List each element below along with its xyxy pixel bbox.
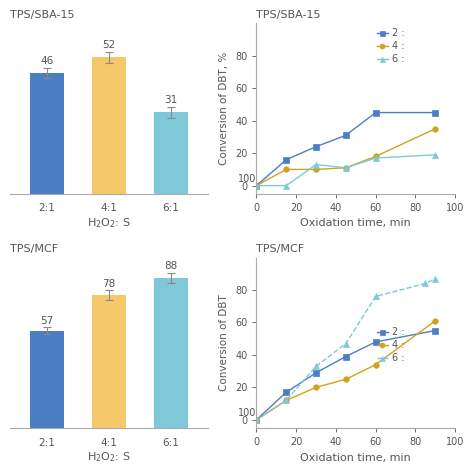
2 : [254, 417, 259, 423]
Y-axis label: Conversion of DBT: Conversion of DBT [219, 294, 229, 391]
4 : [432, 318, 438, 324]
6 : [313, 162, 319, 167]
6 : [254, 183, 259, 189]
6 : [283, 183, 289, 189]
Text: 57: 57 [40, 316, 54, 326]
Text: 100: 100 [238, 174, 256, 184]
Bar [154, 278, 188, 428]
4 : [373, 362, 378, 367]
Text: 78: 78 [102, 279, 116, 289]
2 : [432, 110, 438, 116]
Text: TPS/MCF: TPS/MCF [256, 244, 305, 254]
Line: 6 :: 6 : [254, 276, 438, 423]
2 : [313, 144, 319, 149]
6 : [422, 281, 428, 286]
4 : [313, 384, 319, 390]
4 : [432, 126, 438, 132]
6 : [373, 293, 378, 299]
Text: TPS/MCF: TPS/MCF [10, 244, 58, 254]
6 : [373, 155, 378, 161]
Text: TPS/SBA-15: TPS/SBA-15 [256, 10, 321, 20]
Text: TPS/SBA-15: TPS/SBA-15 [10, 10, 74, 20]
Line: 4 :: 4 : [254, 318, 438, 423]
Y-axis label: Conversion of DBT, %: Conversion of DBT, % [219, 52, 229, 165]
Text: 88: 88 [164, 262, 178, 272]
Bar [30, 73, 64, 194]
Legend: 2 :, 4 :, 6 :: 2 :, 4 :, 6 : [376, 28, 405, 64]
4 : [313, 166, 319, 172]
Text: 100: 100 [238, 408, 256, 418]
Text: 31: 31 [164, 95, 178, 105]
4 : [283, 398, 289, 403]
6 : [254, 417, 259, 423]
Text: 46: 46 [40, 56, 54, 66]
Line: 6 :: 6 : [254, 152, 438, 189]
2 : [373, 110, 378, 116]
2 : [432, 328, 438, 333]
X-axis label: $\mathregular{H_2O_2}$: S: $\mathregular{H_2O_2}$: S [87, 216, 131, 230]
4 : [283, 166, 289, 172]
Bar [92, 57, 126, 194]
2 : [373, 339, 378, 345]
Line: 2 :: 2 : [254, 110, 438, 189]
2 : [343, 132, 349, 138]
6 : [313, 364, 319, 369]
X-axis label: Oxidation time, min: Oxidation time, min [301, 219, 411, 228]
6 : [432, 152, 438, 158]
Legend: 2 :, 4 :, 6 :: 2 :, 4 :, 6 : [376, 327, 405, 363]
X-axis label: $\mathregular{H_2O_2}$: S: $\mathregular{H_2O_2}$: S [87, 450, 131, 464]
4 : [343, 165, 349, 171]
6 : [343, 341, 349, 346]
4 : [254, 183, 259, 189]
2 : [283, 390, 289, 395]
2 : [343, 354, 349, 359]
Line: 4 :: 4 : [254, 126, 438, 189]
2 : [254, 183, 259, 189]
6 : [283, 398, 289, 403]
4 : [373, 154, 378, 159]
X-axis label: Oxidation time, min: Oxidation time, min [301, 453, 411, 463]
6 : [343, 165, 349, 171]
Line: 2 :: 2 : [254, 328, 438, 423]
2 : [283, 157, 289, 163]
Text: 52: 52 [102, 40, 116, 50]
2 : [313, 370, 319, 375]
Bar [92, 295, 126, 428]
4 : [254, 417, 259, 423]
Bar [154, 112, 188, 194]
6 : [432, 276, 438, 282]
Bar [30, 331, 64, 428]
4 : [343, 376, 349, 382]
